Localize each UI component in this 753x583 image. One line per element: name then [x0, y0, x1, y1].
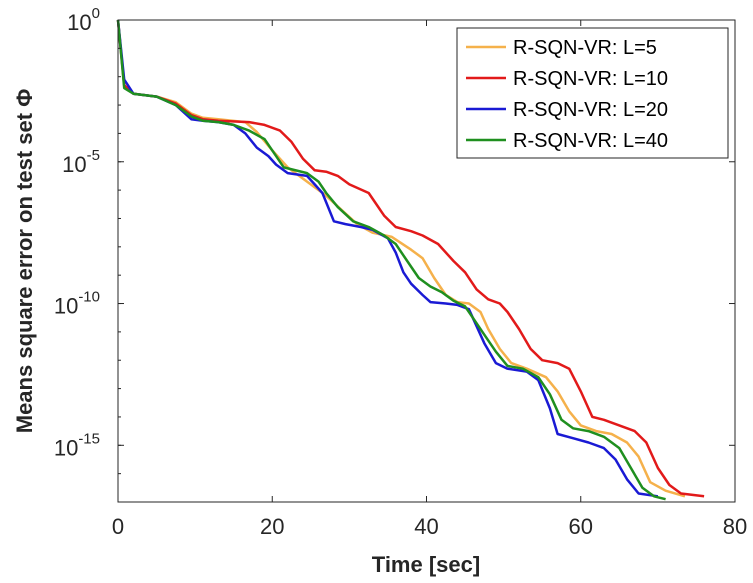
x-axis-label: Time [sec] [372, 552, 480, 577]
legend-label-3: R-SQN-VR: L=20 [513, 99, 668, 121]
x-tick-label: 40 [414, 514, 438, 539]
series-layer [116, 19, 705, 501]
x-tick-labels: 0 20 40 60 80 [112, 514, 747, 539]
series-line-4 [116, 19, 666, 501]
y-tick-label: 10-5 [62, 147, 100, 177]
legend-label-4: R-SQN-VR: L=40 [513, 130, 668, 152]
legend-box [456, 27, 729, 159]
series-line-2 [116, 19, 705, 498]
legend-label-1: R-SQN-VR: L=5 [513, 37, 657, 59]
x-tick-label: 60 [569, 514, 593, 539]
x-tick-label: 80 [723, 514, 747, 539]
y-tick-label: 100 [67, 5, 100, 35]
x-tick-label: 20 [260, 514, 284, 539]
x-tick-label: 0 [112, 514, 124, 539]
legend-label-2: R-SQN-VR: L=10 [513, 68, 668, 90]
y-tick-labels: 100 10-5 10-10 10-15 [54, 5, 100, 460]
tick-layer [117, 19, 736, 503]
legend: R-SQN-VR: L=5 R-SQN-VR: L=10 R-SQN-VR: L=2… [456, 27, 729, 159]
y-tick-label: 10-10 [54, 289, 100, 319]
series-line-1 [116, 19, 686, 498]
y-axis-label: Means square error on test set Φ [12, 89, 37, 434]
y-tick-label: 10-15 [54, 430, 100, 460]
